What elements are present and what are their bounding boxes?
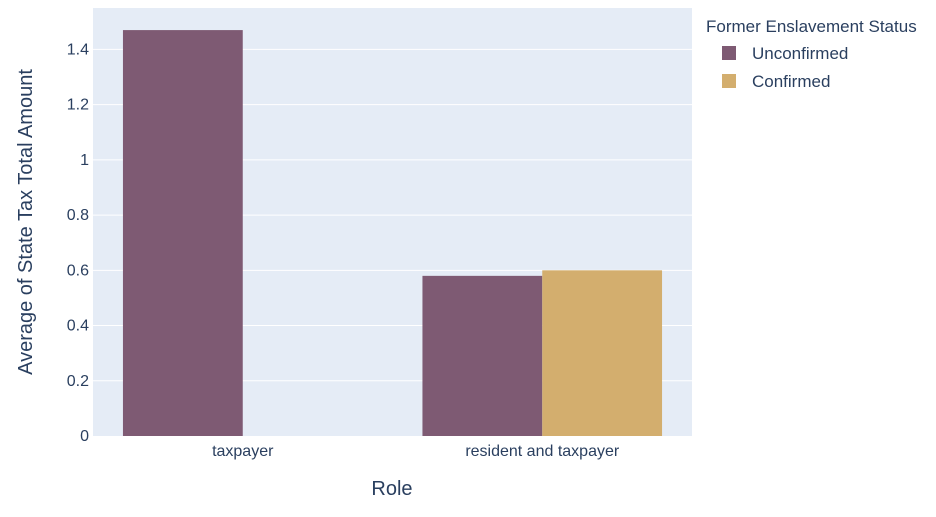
y-tick-label: 0.4 — [67, 318, 89, 335]
y-tick-label: 0.2 — [67, 373, 89, 390]
bar-unconfirmed-1[interactable] — [422, 275, 543, 436]
y-tick-label: 1 — [80, 152, 89, 169]
x-tick-label: resident and taxpayer — [465, 443, 620, 460]
legend-label-unconfirmed[interactable]: Unconfirmed — [752, 44, 848, 63]
legend-swatch-confirmed[interactable] — [722, 74, 736, 88]
y-tick-labels: 0 0.2 0.4 0.6 0.8 1 1.2 1.4 — [67, 41, 89, 445]
legend-label-confirmed[interactable]: Confirmed — [752, 72, 830, 91]
y-tick-label: 0 — [80, 428, 89, 445]
y-tick-label: 0.6 — [67, 262, 89, 279]
y-axis-title: Average of State Tax Total Amount — [15, 69, 37, 375]
y-tick-label: 1.2 — [67, 97, 89, 114]
legend-title: Former Enslavement Status — [706, 17, 917, 36]
x-tick-label: taxpayer — [212, 443, 274, 460]
legend-swatch-unconfirmed[interactable] — [722, 46, 736, 60]
bar-unconfirmed-0[interactable] — [122, 30, 243, 436]
y-tick-label: 0.8 — [67, 207, 89, 224]
y-tick-label: 1.4 — [67, 41, 89, 58]
x-axis-title: Role — [371, 478, 412, 500]
bar-confirmed-1[interactable] — [542, 270, 663, 436]
legend: Former Enslavement Status Unconfirmed Con… — [706, 17, 917, 91]
bars — [122, 30, 663, 436]
legend-items: Unconfirmed Confirmed — [722, 44, 848, 91]
x-tick-labels: taxpayer resident and taxpayer — [212, 443, 620, 460]
